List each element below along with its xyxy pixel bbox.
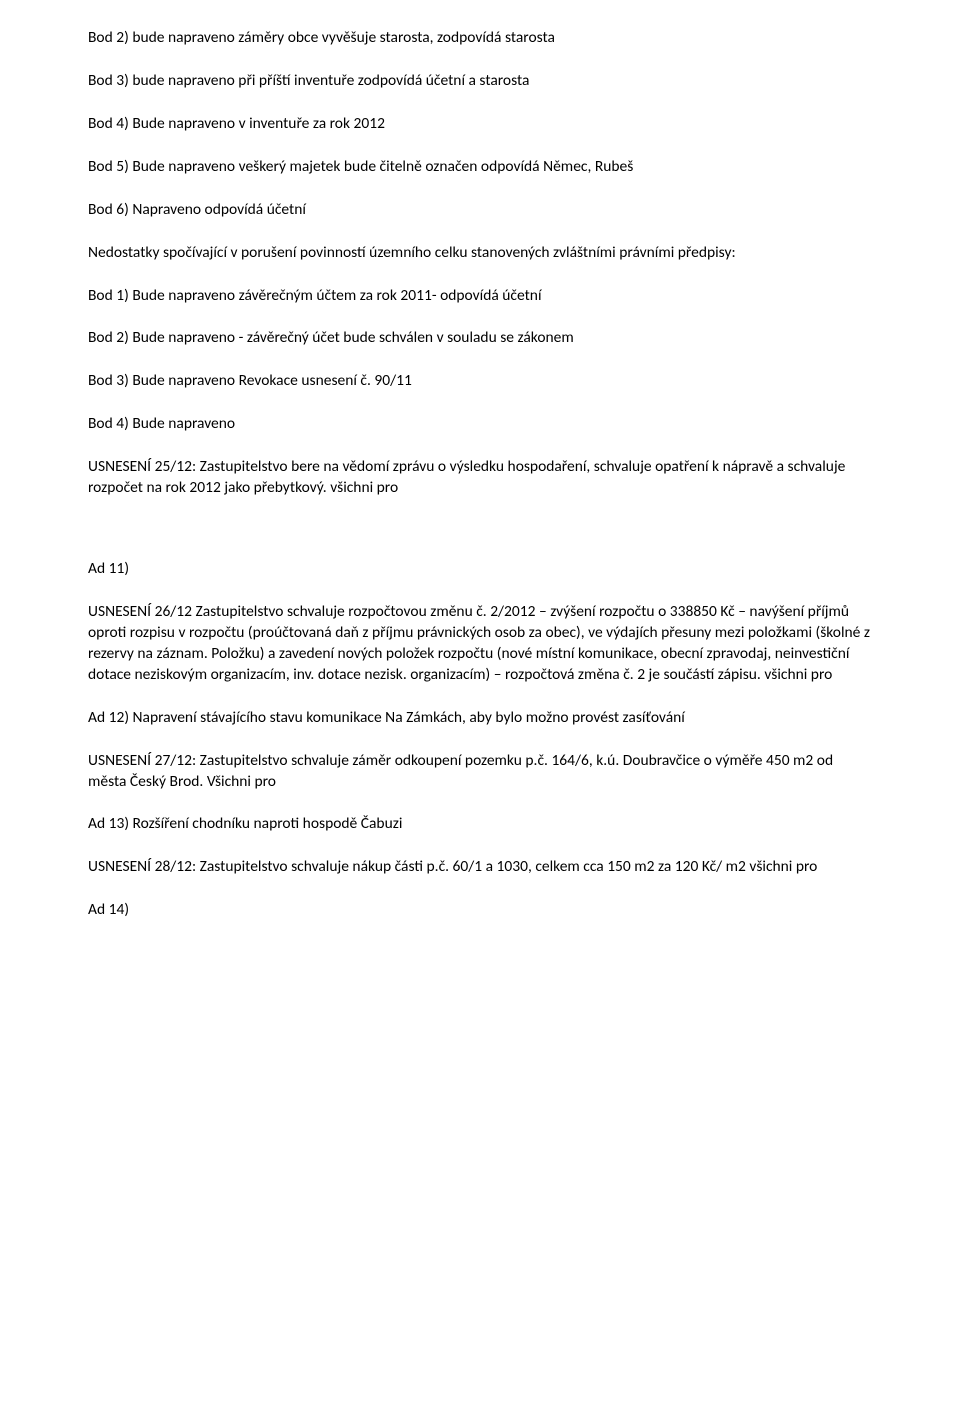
- paragraph-bod2: Bod 2) bude napraveno záměry obce vyvěšu…: [88, 28, 872, 49]
- paragraph-bod4: Bod 4) Bude napraveno v inventuře za rok…: [88, 114, 872, 135]
- paragraph-ad11: Ad 11): [88, 559, 872, 580]
- paragraph-bod3: Bod 3) bude napraveno při příští inventu…: [88, 71, 872, 92]
- paragraph-usneseni-28: USNESENÍ 28/12: Zastupitelstvo schvaluje…: [88, 857, 872, 878]
- paragraph-bod3b: Bod 3) Bude napraveno Revokace usnesení …: [88, 371, 872, 392]
- paragraph-bod5: Bod 5) Bude napraveno veškerý majetek bu…: [88, 157, 872, 178]
- paragraph-usneseni-25: USNESENÍ 25/12: Zastupitelstvo bere na v…: [88, 457, 872, 499]
- paragraph-bod2b: Bod 2) Bude napraveno - závěrečný účet b…: [88, 328, 872, 349]
- paragraph-usneseni-27: USNESENÍ 27/12: Zastupitelstvo schvaluje…: [88, 751, 872, 793]
- paragraph-bod1: Bod 1) Bude napraveno závěrečným účtem z…: [88, 286, 872, 307]
- paragraph-usneseni-26: USNESENÍ 26/12 Zastupitelstvo schvaluje …: [88, 602, 872, 686]
- paragraph-ad14: Ad 14): [88, 900, 872, 921]
- paragraph-ad13: Ad 13) Rozšíření chodníku naproti hospod…: [88, 814, 872, 835]
- paragraph-ad12: Ad 12) Napravení stávajícího stavu komun…: [88, 708, 872, 729]
- paragraph-bod6: Bod 6) Napraveno odpovídá účetní: [88, 200, 872, 221]
- paragraph-nedostatky: Nedostatky spočívající v porušení povinn…: [88, 243, 872, 264]
- paragraph-bod4b: Bod 4) Bude napraveno: [88, 414, 872, 435]
